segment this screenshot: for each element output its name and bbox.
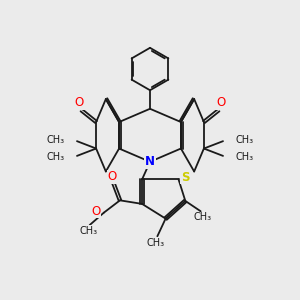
- Text: O: O: [107, 170, 117, 183]
- Text: CH₃: CH₃: [46, 152, 64, 162]
- Text: O: O: [75, 96, 84, 110]
- Text: CH₃: CH₃: [193, 212, 211, 222]
- Text: CH₃: CH₃: [236, 152, 253, 162]
- Text: CH₃: CH₃: [46, 135, 64, 145]
- Text: S: S: [181, 171, 189, 184]
- Text: CH₃: CH₃: [147, 238, 165, 248]
- Text: O: O: [216, 96, 225, 110]
- Text: CH₃: CH₃: [79, 226, 97, 236]
- Text: N: N: [145, 155, 155, 168]
- Text: CH₃: CH₃: [236, 135, 253, 145]
- Text: O: O: [91, 205, 100, 218]
